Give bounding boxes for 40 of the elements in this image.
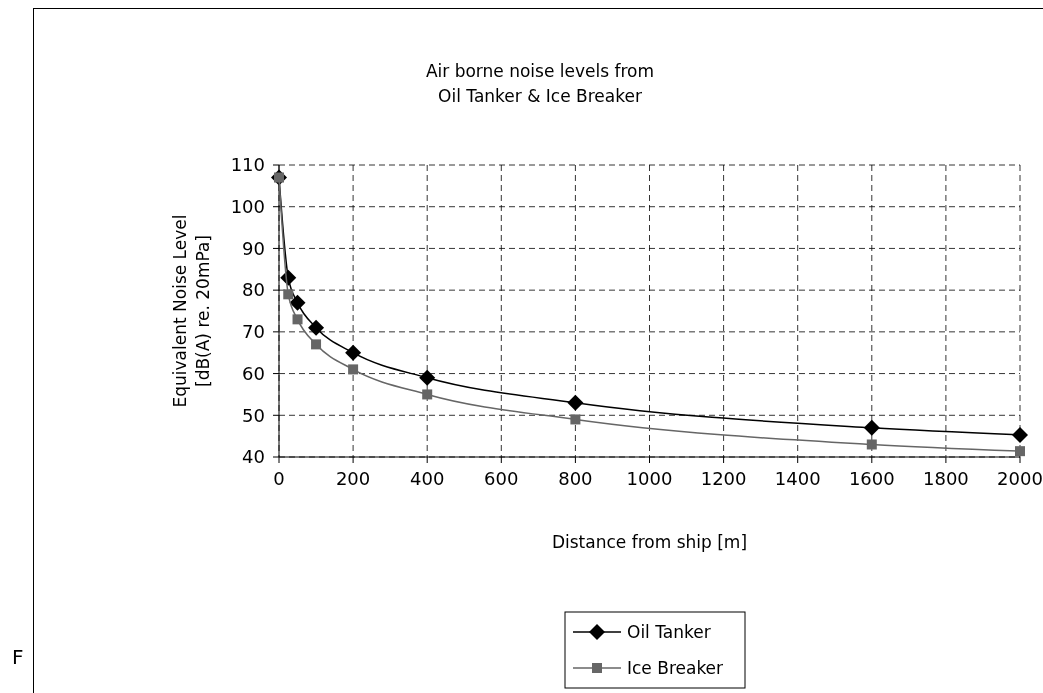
y-tick-label: 50 bbox=[242, 404, 265, 426]
point bbox=[311, 339, 322, 350]
x-tick-label: 1400 bbox=[774, 468, 821, 489]
legend-label: Oil Tanker bbox=[627, 621, 711, 642]
y-tick-label: 90 bbox=[242, 237, 265, 259]
point bbox=[570, 414, 581, 425]
point bbox=[567, 394, 584, 411]
point bbox=[419, 369, 436, 386]
point bbox=[283, 289, 294, 300]
x-tick-label: 1200 bbox=[700, 468, 747, 489]
text: F bbox=[12, 645, 24, 669]
y-tick-label: 80 bbox=[242, 279, 265, 301]
point bbox=[863, 419, 880, 436]
x-tick-label: 1800 bbox=[922, 468, 969, 489]
point bbox=[1012, 426, 1028, 443]
x-tick-label: 800 bbox=[558, 468, 593, 489]
x-tick-label: 2000 bbox=[997, 468, 1043, 489]
x-axis-title: Distance from ship [m] bbox=[551, 532, 748, 552]
x-tick-label: 1600 bbox=[848, 468, 895, 489]
point bbox=[289, 294, 306, 311]
x-tick-label: 0 bbox=[273, 468, 285, 489]
y-tick-label: 60 bbox=[242, 362, 265, 384]
y-tick-label: 110 bbox=[230, 154, 265, 176]
y-axis-title: Equivalent Noise Level [dB(A) re. 20mPa] bbox=[170, 214, 213, 408]
x-tick-label: 600 bbox=[484, 468, 519, 489]
point bbox=[348, 364, 359, 375]
point bbox=[1015, 446, 1025, 457]
point bbox=[292, 314, 303, 325]
legend-label: Ice Breaker bbox=[627, 657, 724, 678]
point bbox=[866, 439, 877, 450]
point bbox=[308, 319, 325, 336]
point bbox=[345, 344, 362, 361]
x-tick-label: 400 bbox=[410, 468, 445, 489]
y-tick-label: 70 bbox=[242, 321, 265, 343]
point bbox=[422, 389, 433, 400]
x-tick-label: 200 bbox=[335, 468, 371, 489]
y-tick-label: 40 bbox=[242, 446, 265, 468]
y-tick-label: 100 bbox=[230, 196, 265, 218]
x-tick-label: 1000 bbox=[626, 468, 673, 489]
chart-title: Air borne noise levels from Oil Tanker & Ice Breaker bbox=[425, 61, 655, 106]
